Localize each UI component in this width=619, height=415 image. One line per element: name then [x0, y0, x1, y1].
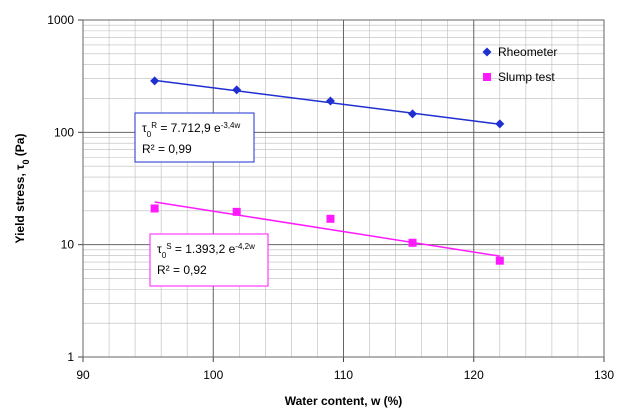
y-axis-label: Yield stress, τ0 (Pa): [13, 134, 31, 244]
legend-marker: [482, 47, 492, 57]
annotation-part: τ: [142, 121, 147, 135]
annotation-part: R² = 0,99: [142, 142, 192, 156]
annotation-part: τ: [157, 242, 162, 256]
data-point: [232, 85, 242, 95]
annotation-part: -3,4w: [221, 121, 241, 130]
y-tick-label: 1000: [47, 13, 74, 27]
annotation-part: = 1.393,2 e: [172, 242, 236, 256]
x-tick-label: 110: [334, 368, 353, 382]
y-tick-label: 10: [61, 238, 75, 252]
annotation-part: 0: [162, 251, 167, 260]
annotation-part: 0: [147, 130, 152, 139]
annotation-text: R² = 0,92: [157, 263, 207, 277]
x-axis-label: Water content, w (%): [285, 394, 403, 408]
plot-frame: [82, 19, 605, 358]
annotation-text: τ0S = 1.393,2 e-4,2w: [157, 242, 255, 260]
data-point: [150, 204, 159, 213]
annotation-box: [134, 112, 255, 163]
data-point: [408, 109, 418, 119]
y-tick-label: 1: [67, 350, 74, 364]
annotation-part: = 7.712,9 e: [157, 121, 221, 135]
data-point: [325, 96, 335, 106]
annotation-part: -4,2w: [235, 242, 255, 251]
y-axis-label-part: 0: [21, 160, 31, 165]
data-point: [232, 207, 241, 216]
trend-line: [154, 79, 500, 126]
annotation-part: S: [166, 242, 171, 251]
y-tick-label: 100: [54, 125, 74, 139]
data-point: [326, 214, 335, 223]
legend-marker: [483, 73, 491, 81]
data-point: [495, 119, 505, 129]
y-axis-label-part: (Pa): [13, 134, 27, 160]
legend-label: Rheometer: [498, 45, 557, 59]
x-tick-label: 130: [594, 368, 614, 382]
legend-label: Slump test: [498, 70, 555, 84]
x-tick-label: 120: [464, 368, 484, 382]
annotation-part: R: [151, 121, 157, 130]
annotation-part: R² = 0,92: [157, 263, 207, 277]
trend-line: [154, 201, 500, 257]
x-tick-label: 100: [203, 368, 223, 382]
data-point: [150, 76, 160, 86]
annotation-text: R² = 0,99: [142, 142, 192, 156]
x-tick-label: 90: [76, 368, 90, 382]
data-point: [408, 238, 417, 247]
y-axis-label-part: Yield stress, τ: [13, 164, 27, 244]
annotation-box: [149, 233, 269, 287]
annotation-text: τ0R = 7.712,9 e-3,4w: [142, 121, 241, 139]
data-point: [495, 256, 504, 265]
